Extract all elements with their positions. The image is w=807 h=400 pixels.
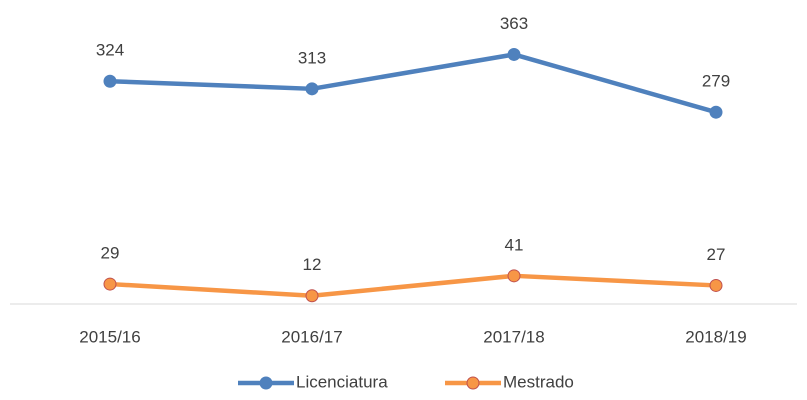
data-label: 29 [101, 244, 120, 263]
x-tick-label: 2015/16 [79, 327, 140, 346]
data-point [103, 277, 117, 291]
data-label: 279 [702, 72, 730, 91]
data-point [305, 82, 319, 96]
legend-label: Licenciatura [296, 372, 388, 391]
data-label: 324 [96, 41, 124, 60]
x-tick-label: 2016/17 [281, 327, 342, 346]
legend-marker [259, 376, 273, 390]
data-point [709, 105, 723, 119]
data-label: 41 [505, 235, 524, 254]
data-label: 313 [298, 48, 326, 67]
data-point [103, 74, 117, 88]
data-point [507, 269, 521, 283]
series-line [107, 52, 719, 115]
legend-marker [466, 376, 480, 390]
x-tick-label: 2017/18 [483, 327, 544, 346]
data-label: 27 [707, 245, 726, 264]
data-point [709, 278, 723, 292]
data-point [507, 47, 521, 61]
series-line [107, 273, 719, 298]
data-label: 12 [303, 255, 322, 274]
x-tick-label: 2018/19 [685, 327, 746, 346]
data-label: 363 [500, 14, 528, 33]
legend-label: Mestrado [503, 372, 574, 391]
data-point [305, 289, 319, 303]
